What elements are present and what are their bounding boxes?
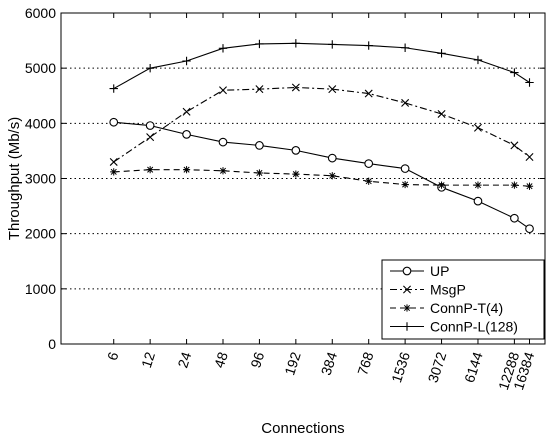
x-tick-label: 384 (318, 350, 341, 377)
series-msgp (109, 83, 534, 166)
data-point (255, 169, 264, 177)
data-point (364, 159, 374, 168)
data-point (218, 137, 228, 147)
legend-label: ConnP-L(128) (430, 319, 518, 335)
data-point (437, 181, 446, 189)
legend: UP MsgP ConnP-T(4) ConnP-L(128) (381, 259, 545, 340)
legend-entry: ConnP-L(128) (390, 319, 518, 335)
x-tick-label: 1536 (388, 350, 413, 385)
data-point (525, 182, 534, 190)
series-line (113, 86, 530, 163)
data-point (219, 86, 227, 95)
legend-label: ConnP-T(4) (430, 300, 503, 316)
data-point (401, 180, 409, 189)
series-line (113, 121, 530, 230)
data-point (146, 166, 154, 174)
data-point (327, 153, 337, 163)
data-point (402, 322, 412, 331)
data-point (328, 172, 336, 180)
data-point (510, 213, 519, 223)
legend-label: MsgP (430, 282, 466, 298)
x-tick-label: 48 (211, 350, 231, 370)
data-point (510, 141, 519, 150)
x-tick-label: 6144 (461, 350, 486, 385)
data-point (400, 164, 410, 173)
legend-entry: UP (390, 263, 449, 279)
series-lines (109, 39, 534, 234)
data-point (525, 152, 534, 161)
data-point (364, 41, 373, 50)
data-point (146, 133, 155, 142)
x-axis-label: Connections (261, 420, 344, 437)
y-tick-label: 2000 (25, 226, 56, 242)
data-point (437, 49, 446, 58)
data-point (109, 117, 119, 127)
data-point (110, 168, 118, 176)
data-point (473, 55, 483, 65)
data-point (473, 196, 483, 206)
legend-label: UP (430, 263, 449, 279)
data-point (328, 85, 337, 94)
series-connp-l-128- (109, 39, 534, 93)
data-point (145, 121, 155, 130)
x-tick-label: 192 (281, 350, 304, 377)
data-point (182, 56, 191, 66)
data-point (291, 83, 300, 92)
y-tick-label: 0 (48, 336, 56, 352)
data-point (365, 177, 373, 185)
data-point (473, 123, 482, 132)
legend-entry: MsgP (390, 282, 466, 298)
data-point (437, 109, 446, 118)
data-point (182, 107, 191, 116)
data-point (255, 39, 264, 49)
data-point (403, 285, 411, 294)
data-point (401, 98, 410, 107)
x-tick-label: 3072 (425, 350, 450, 385)
x-tick-label: 96 (247, 350, 267, 370)
x-tick-label: 24 (174, 350, 194, 370)
data-point (403, 304, 411, 312)
x-tick-label: 12 (138, 350, 158, 370)
data-point (219, 167, 227, 175)
data-point (510, 68, 519, 77)
y-axis-label: Throughput (Mb/s) (6, 117, 23, 240)
series-up (109, 117, 534, 234)
data-point (474, 181, 482, 189)
x-tick-label: 6 (104, 350, 122, 363)
y-tick-label: 5000 (25, 60, 56, 76)
data-point (402, 266, 412, 276)
data-point (364, 89, 373, 98)
data-point (182, 130, 191, 139)
data-point (255, 85, 264, 94)
y-tick-label: 6000 (25, 5, 56, 21)
grid-lines (61, 67, 545, 290)
series-connp-t-4- (110, 166, 534, 190)
y-tick-label: 3000 (25, 171, 56, 187)
x-tick-label: 768 (354, 350, 377, 377)
data-point (145, 63, 155, 73)
data-point (109, 157, 118, 166)
data-point (525, 224, 534, 234)
data-point (292, 170, 300, 178)
legend-entry: ConnP-T(4) (390, 300, 503, 316)
series-line (113, 169, 530, 187)
data-point (291, 39, 301, 48)
data-point (255, 141, 264, 150)
y-tick-label: 4000 (25, 115, 56, 131)
data-point (510, 181, 518, 189)
series-line (113, 42, 530, 90)
data-point (328, 40, 337, 49)
data-point (525, 78, 534, 87)
data-point (109, 84, 118, 93)
y-tick-labels: 0 1000 2000 3000 4000 5000 6000 (25, 5, 56, 352)
data-point (218, 44, 228, 53)
data-point (291, 146, 301, 155)
data-point (400, 43, 410, 52)
y-tick-label: 1000 (25, 281, 56, 297)
data-point (182, 166, 191, 174)
